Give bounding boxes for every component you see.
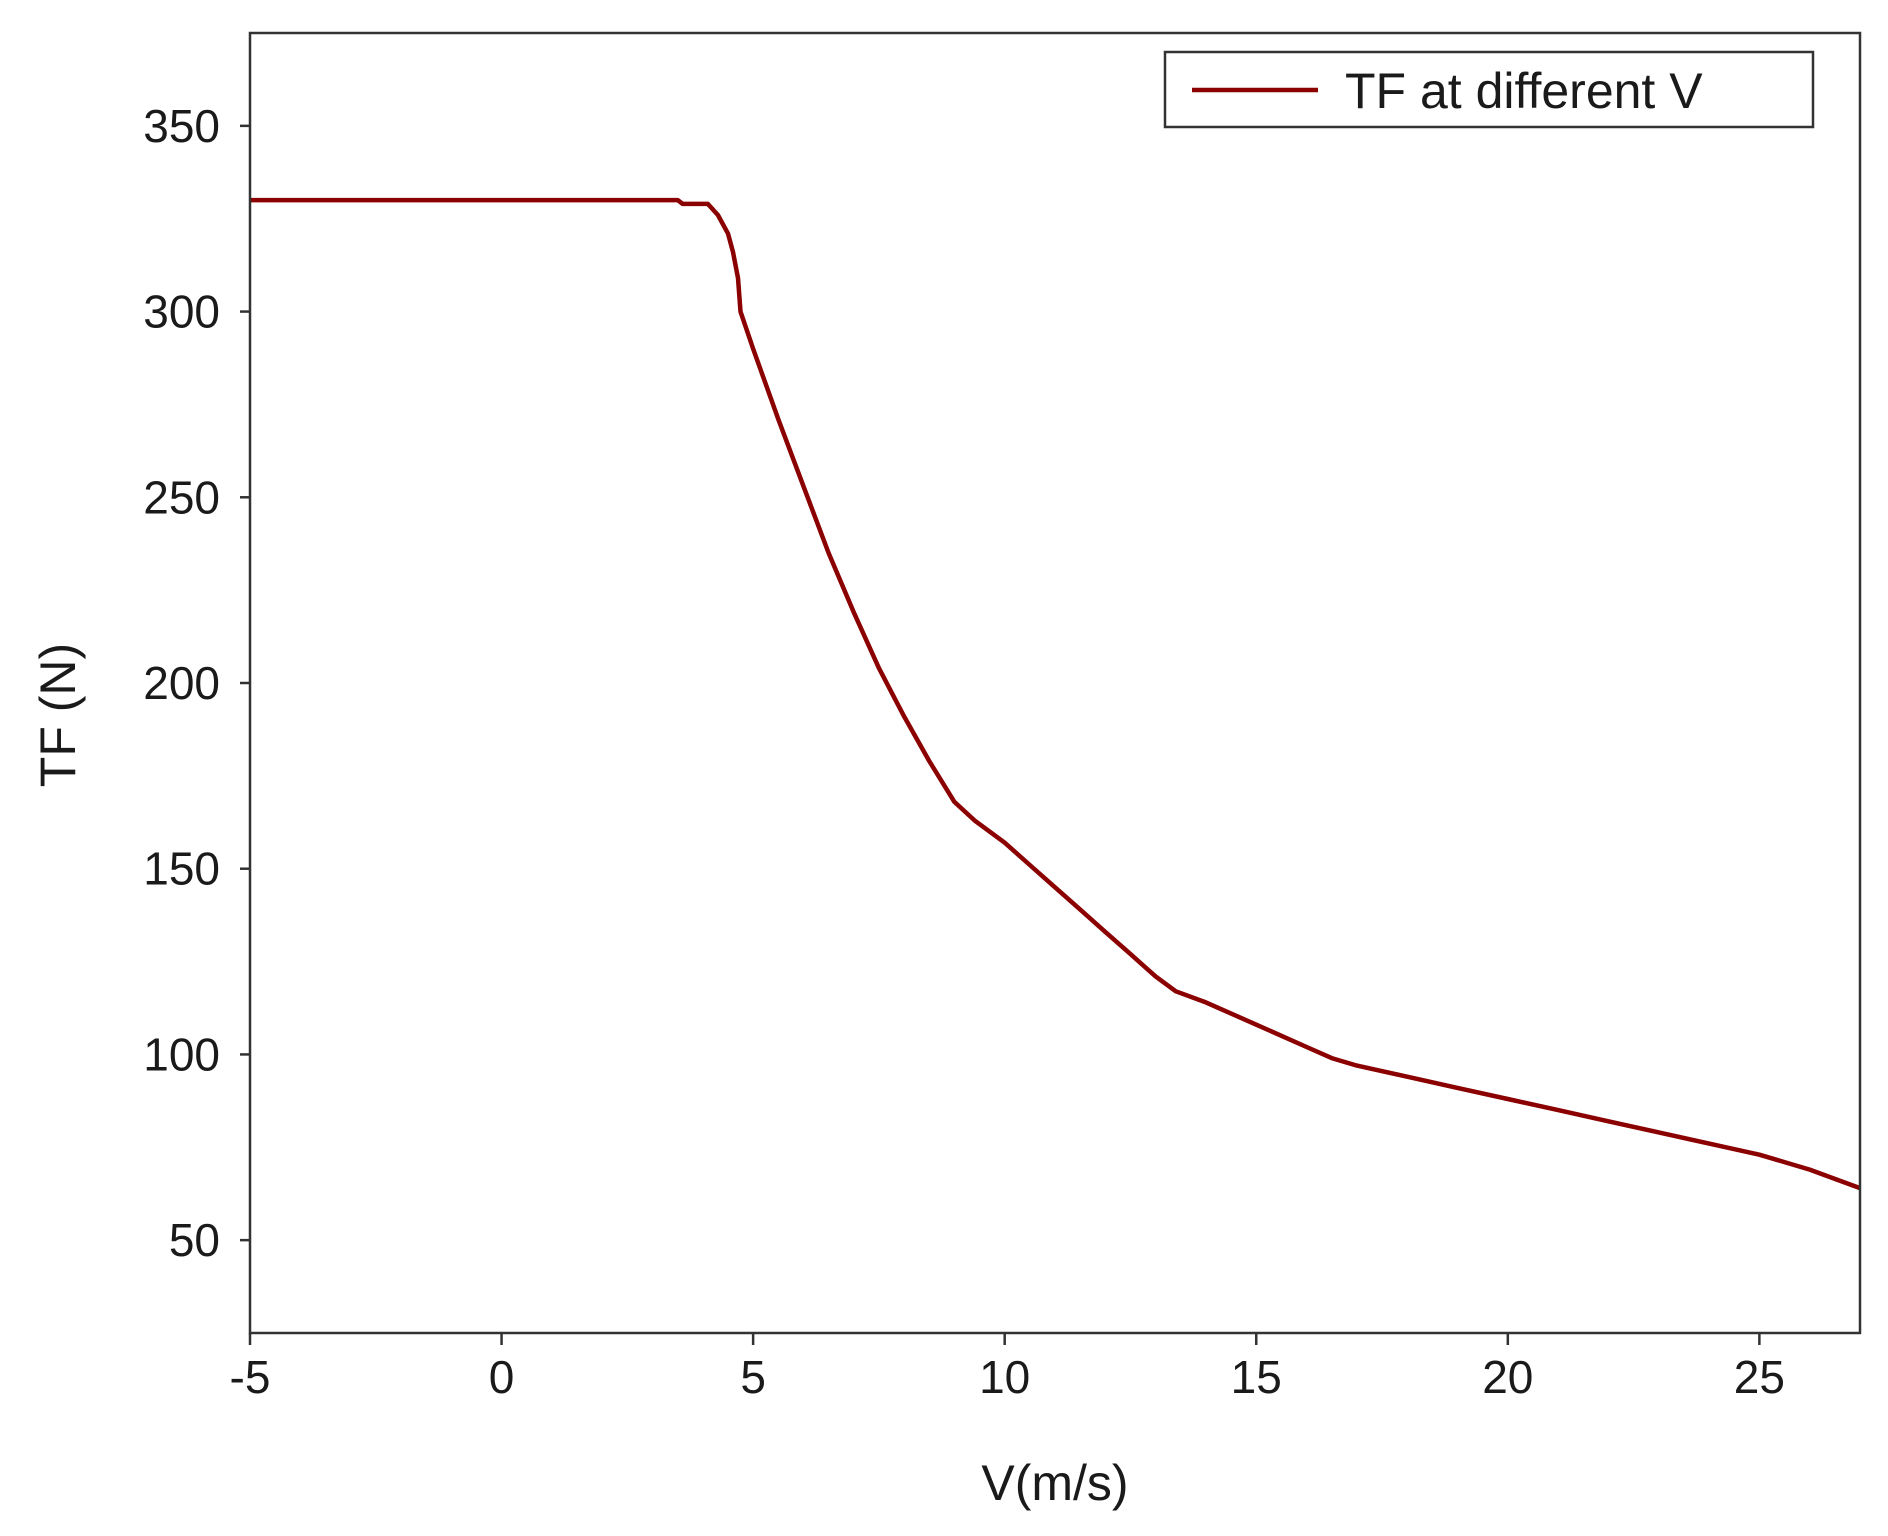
plot-frame [248, 31, 1862, 1335]
y-axis-title: TF (N) [30, 643, 86, 787]
tick-layer: -5 0 5 10 15 20 25 50 100 150 200 250 300 350 [143, 100, 1785, 1403]
y-tick-label: 50 [169, 1214, 220, 1266]
y-tick-label: 150 [143, 843, 220, 895]
series-line-tf [250, 197, 1861, 1191]
y-tick-label: 200 [143, 657, 220, 709]
legend: TF at different V [1163, 50, 1815, 129]
x-tick-label: 20 [1482, 1351, 1533, 1403]
y-tick-label: 100 [143, 1028, 220, 1080]
y-tick-label: 300 [143, 286, 220, 338]
y-tick-label: 250 [143, 471, 220, 523]
x-tick-label: 0 [489, 1351, 515, 1403]
series-layer [250, 197, 1861, 1191]
legend-entry-label: TF at different V [1345, 63, 1703, 119]
x-tick-label: 5 [740, 1351, 766, 1403]
x-tick-label: 15 [1231, 1351, 1282, 1403]
x-tick-label: -5 [230, 1351, 271, 1403]
x-axis-title: V(m/s) [981, 1455, 1128, 1511]
x-tick-label: 25 [1734, 1351, 1785, 1403]
y-tick-label: 350 [143, 100, 220, 152]
x-tick-label: 10 [979, 1351, 1030, 1403]
